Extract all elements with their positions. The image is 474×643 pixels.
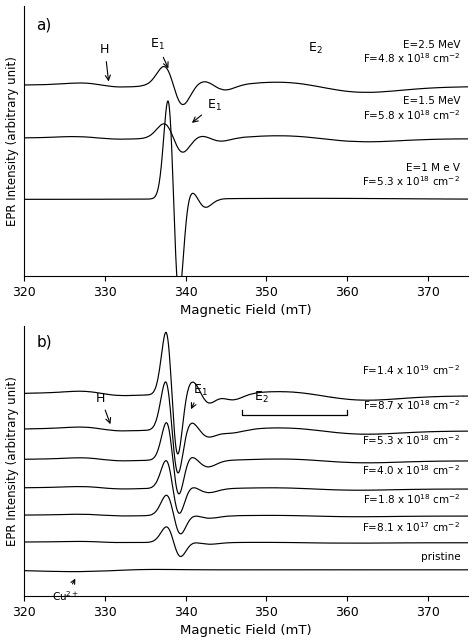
Text: E=1 M e V: E=1 M e V — [406, 163, 460, 173]
Y-axis label: EPR Intensity (arbitrary unit): EPR Intensity (arbitrary unit) — [6, 56, 18, 226]
Text: F=5.3 x 10$^{18}$ cm$^{-2}$: F=5.3 x 10$^{18}$ cm$^{-2}$ — [363, 175, 460, 188]
Text: F=4.8 x 10$^{18}$ cm$^{-2}$: F=4.8 x 10$^{18}$ cm$^{-2}$ — [363, 51, 460, 66]
Text: F=1.8 x 10$^{18}$ cm$^{-2}$: F=1.8 x 10$^{18}$ cm$^{-2}$ — [363, 492, 460, 505]
Text: E$_2$: E$_2$ — [308, 41, 322, 56]
Text: H: H — [96, 392, 110, 423]
Text: Cu$^{2+}$: Cu$^{2+}$ — [53, 580, 80, 603]
Text: E$_1$: E$_1$ — [191, 383, 208, 408]
Text: F=8.7 x 10$^{18}$ cm$^{-2}$: F=8.7 x 10$^{18}$ cm$^{-2}$ — [363, 398, 460, 412]
Text: pristine: pristine — [421, 552, 460, 562]
Text: H: H — [100, 43, 110, 80]
Text: E=1.5 MeV: E=1.5 MeV — [403, 96, 460, 107]
Text: F=5.8 x 10$^{18}$ cm$^{-2}$: F=5.8 x 10$^{18}$ cm$^{-2}$ — [363, 108, 460, 122]
Text: F=8.1 x 10$^{17}$ cm$^{-2}$: F=8.1 x 10$^{17}$ cm$^{-2}$ — [363, 520, 460, 534]
Y-axis label: EPR Intensity (arbitrary unit): EPR Intensity (arbitrary unit) — [6, 376, 18, 546]
Text: F=1.4 x 10$^{19}$ cm$^{-2}$: F=1.4 x 10$^{19}$ cm$^{-2}$ — [363, 363, 460, 377]
Text: E$_1$: E$_1$ — [193, 98, 221, 122]
X-axis label: Magnetic Field (mT): Magnetic Field (mT) — [181, 624, 312, 637]
Text: F=4.0 x 10$^{18}$ cm$^{-2}$: F=4.0 x 10$^{18}$ cm$^{-2}$ — [363, 463, 460, 476]
Text: F=5.3 x 10$^{18}$ cm$^{-2}$: F=5.3 x 10$^{18}$ cm$^{-2}$ — [363, 433, 460, 447]
Text: a): a) — [36, 17, 52, 33]
Text: E$_1$: E$_1$ — [150, 37, 168, 68]
X-axis label: Magnetic Field (mT): Magnetic Field (mT) — [181, 304, 312, 318]
Text: b): b) — [36, 334, 52, 349]
Text: E$_2$: E$_2$ — [255, 390, 269, 405]
Text: E=2.5 MeV: E=2.5 MeV — [403, 40, 460, 50]
